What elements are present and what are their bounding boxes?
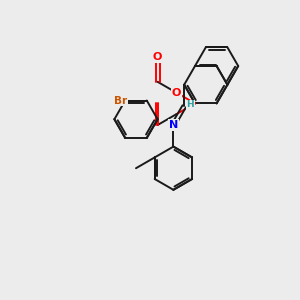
Text: N: N — [169, 120, 178, 130]
Text: O: O — [153, 52, 162, 62]
Text: N: N — [169, 120, 178, 130]
Text: H: H — [186, 100, 194, 109]
Text: Br: Br — [114, 95, 127, 106]
Text: O: O — [172, 88, 181, 98]
